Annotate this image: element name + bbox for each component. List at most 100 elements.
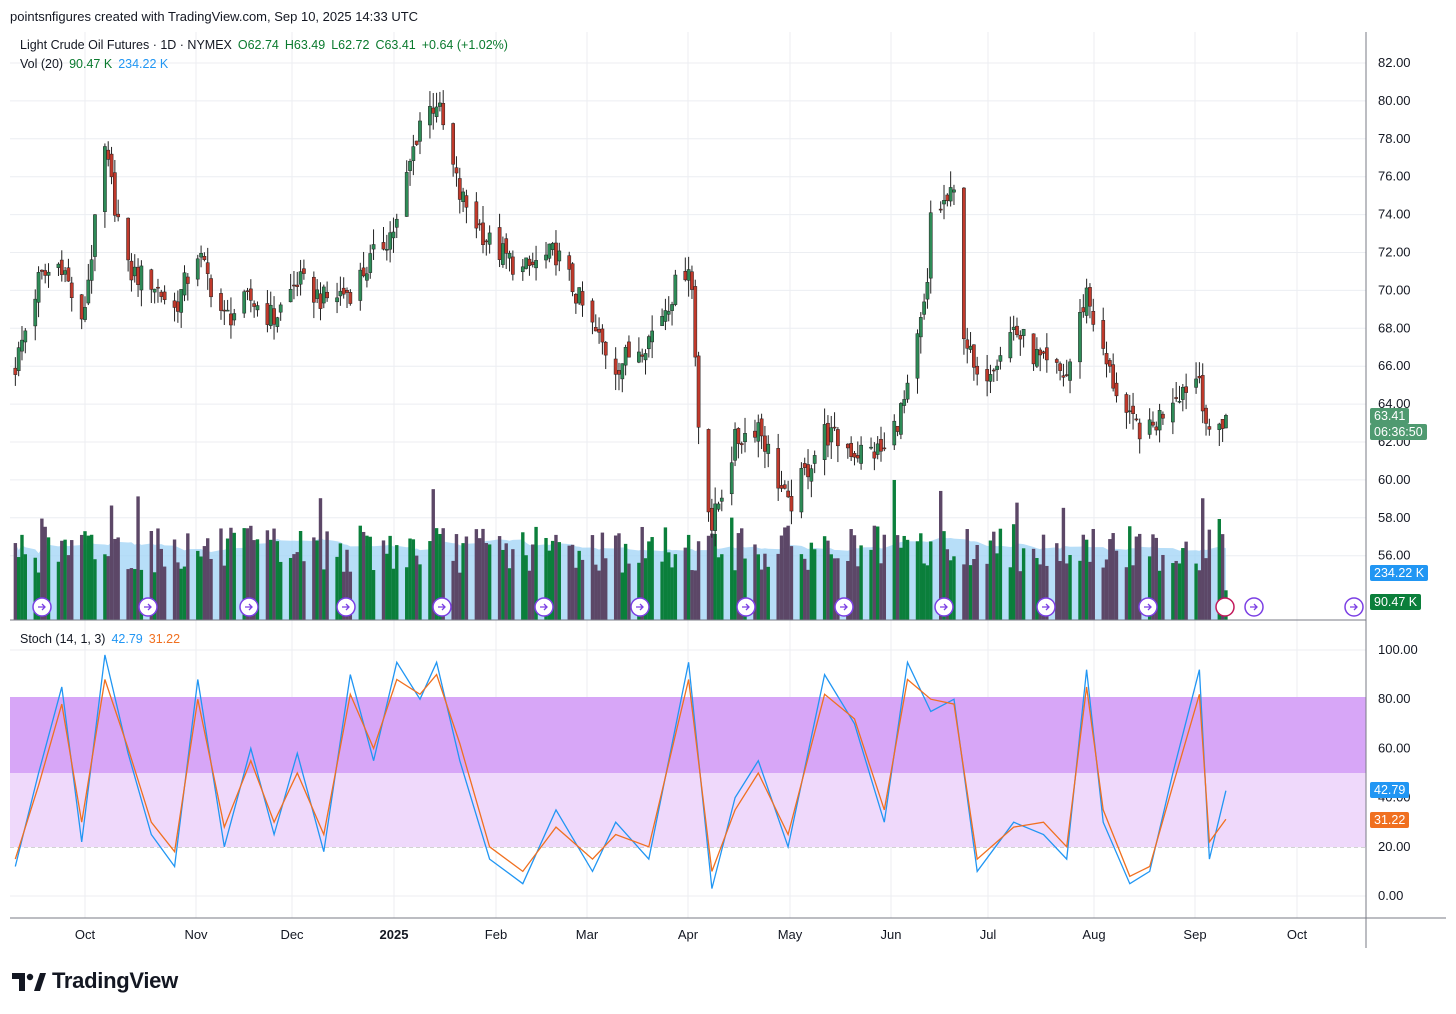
candle-body bbox=[991, 369, 996, 372]
candle-body bbox=[116, 213, 121, 218]
volume-bar bbox=[952, 556, 956, 620]
volume-bar bbox=[454, 534, 459, 620]
candle-body bbox=[766, 443, 771, 454]
volume-bar bbox=[414, 555, 419, 620]
volume-bar bbox=[182, 566, 187, 620]
candle-body bbox=[1111, 364, 1116, 389]
candle-body bbox=[162, 291, 167, 300]
volume-bar bbox=[613, 535, 618, 620]
volume-bar bbox=[438, 533, 442, 620]
candle-body bbox=[786, 490, 790, 498]
volume-bar bbox=[152, 572, 157, 620]
volume-bar bbox=[550, 540, 555, 620]
legend-change: +0.64 (+1.02%) bbox=[421, 38, 508, 52]
candle-body bbox=[245, 290, 250, 292]
candle-body bbox=[381, 242, 386, 250]
volume-bar bbox=[56, 561, 61, 620]
brand: TradingView bbox=[12, 968, 178, 994]
candle-body bbox=[928, 212, 933, 279]
volume-bar bbox=[288, 557, 293, 620]
volume-bar bbox=[20, 534, 24, 620]
candle-body bbox=[527, 258, 532, 266]
candle-body bbox=[524, 257, 528, 269]
event-marker-arrow bbox=[342, 603, 350, 611]
volume-bar bbox=[521, 532, 525, 620]
candle-body bbox=[126, 217, 130, 261]
volume-bar bbox=[1101, 567, 1105, 620]
candle-body bbox=[1035, 349, 1039, 367]
volume-bar bbox=[852, 535, 857, 620]
volume-bar bbox=[196, 550, 200, 620]
candle-body bbox=[103, 146, 107, 212]
x-tick-label: 2025 bbox=[380, 927, 409, 942]
volume-bar bbox=[1207, 529, 1212, 620]
candle-body bbox=[1084, 287, 1089, 316]
candle-body bbox=[345, 289, 349, 293]
price-badge: 63.41 bbox=[1370, 408, 1410, 424]
candle-body bbox=[43, 270, 48, 276]
volume-bar bbox=[116, 537, 120, 620]
volume-bar bbox=[302, 561, 306, 620]
candle-body bbox=[106, 149, 111, 160]
candle-body bbox=[195, 258, 200, 280]
volume-bar bbox=[345, 549, 349, 620]
volume-bar bbox=[428, 541, 432, 620]
candle-body bbox=[1104, 353, 1109, 365]
volume-bar bbox=[783, 527, 787, 620]
volume-bar bbox=[179, 568, 183, 620]
stoch-d-badge: 31.22 bbox=[1370, 812, 1410, 828]
candle-body bbox=[222, 309, 227, 312]
volume-bar bbox=[594, 564, 598, 620]
candle-body bbox=[411, 146, 416, 162]
volume-bar bbox=[172, 539, 177, 620]
candle-body bbox=[660, 316, 664, 326]
candle-body bbox=[428, 106, 432, 126]
candle-body bbox=[1114, 382, 1119, 397]
candle-body bbox=[23, 330, 28, 343]
volume-bar bbox=[381, 540, 386, 620]
volume-bar bbox=[812, 549, 817, 620]
volume-bar bbox=[312, 537, 316, 620]
candle-body bbox=[1108, 360, 1112, 367]
candle-body bbox=[763, 435, 767, 452]
candle-body bbox=[1054, 359, 1059, 363]
candle-body bbox=[302, 268, 306, 274]
candle-body bbox=[1151, 421, 1155, 426]
volume-bar bbox=[159, 548, 163, 620]
candle-body bbox=[905, 382, 910, 400]
volume-bar bbox=[1147, 556, 1152, 620]
volume-bar bbox=[1217, 519, 1221, 620]
candle-body bbox=[1124, 394, 1129, 413]
volume-bar bbox=[826, 540, 830, 620]
candle-body bbox=[756, 422, 761, 442]
volume-bar bbox=[385, 553, 389, 620]
volume-bar bbox=[1174, 560, 1178, 620]
candle-body bbox=[1134, 418, 1139, 421]
volume-bar bbox=[278, 561, 283, 620]
volume-bar bbox=[209, 558, 213, 620]
volume-bar bbox=[667, 552, 671, 620]
candle-body bbox=[882, 447, 887, 450]
candle-body bbox=[962, 187, 966, 340]
candle-body bbox=[149, 269, 154, 290]
candle-body bbox=[826, 422, 830, 446]
volume-bar bbox=[799, 554, 804, 620]
stoch-upper-band bbox=[10, 697, 1366, 773]
candle-body bbox=[1127, 410, 1132, 413]
candle-body bbox=[66, 267, 71, 282]
price-tick-label: 60.00 bbox=[1378, 472, 1411, 487]
volume-bar bbox=[915, 541, 920, 620]
candle-body bbox=[995, 365, 999, 370]
volume-bar bbox=[1011, 524, 1016, 620]
volume-bar bbox=[79, 534, 84, 620]
candle-body bbox=[719, 497, 724, 502]
vol-badge: 90.47 K bbox=[1370, 594, 1422, 610]
candle-body bbox=[710, 507, 714, 531]
legend-open: O62.74 bbox=[237, 38, 279, 52]
x-tick-label: Oct bbox=[75, 927, 96, 942]
candle-body bbox=[753, 430, 757, 438]
candle-body bbox=[1220, 419, 1225, 429]
volume-bar bbox=[1151, 534, 1155, 620]
volume-bar bbox=[623, 543, 628, 620]
